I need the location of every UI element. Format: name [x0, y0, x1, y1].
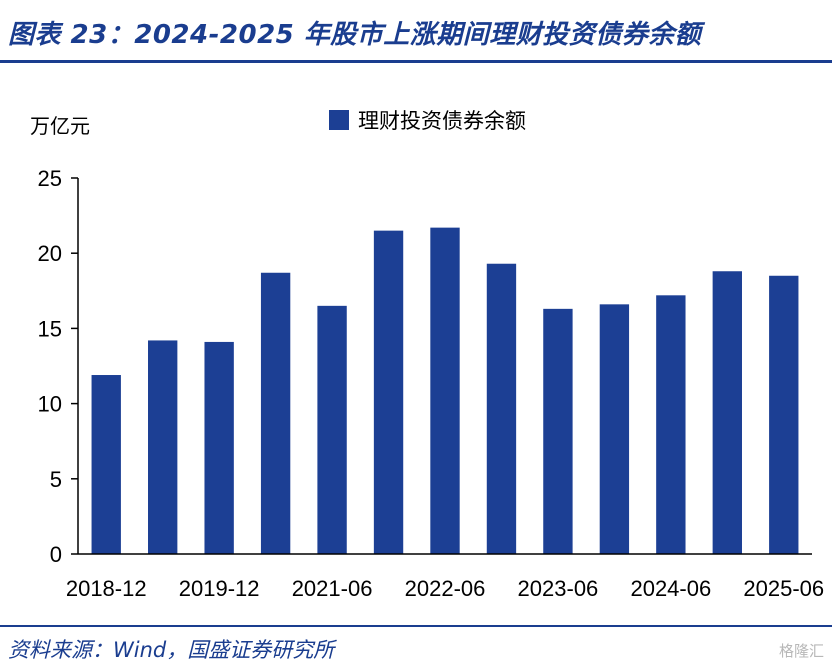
y-axis: 0 5 10 15 20 25: [38, 166, 79, 567]
y-axis-unit-label: 万亿元: [30, 114, 90, 138]
bar: [486, 263, 517, 554]
bar: [91, 375, 121, 554]
x-tick-label: 2024-06: [630, 576, 711, 601]
y-tick-label: 25: [38, 166, 62, 191]
bars: [91, 227, 799, 554]
source-note: 资料来源：Wind，国盛证券研究所: [8, 638, 335, 662]
title-bar: 图表 23：2024-2025 年股市上涨期间理财投资债券余额: [0, 0, 832, 64]
title-divider: [0, 60, 832, 63]
y-tick-label: 10: [38, 392, 62, 417]
x-tick-label: 2019-12: [179, 576, 260, 601]
bar: [430, 227, 460, 554]
bar: [148, 340, 178, 554]
bar: [373, 230, 404, 554]
x-axis: 2018-12 2019-12 2021-06 2022-06 2023-06 2024-…: [66, 553, 824, 601]
x-tick-label: 2025-06: [743, 576, 824, 601]
y-tick-label: 0: [50, 542, 62, 567]
y-tick-label: 20: [38, 241, 62, 266]
watermark: 格隆汇: [778, 642, 824, 660]
bar: [317, 305, 347, 554]
x-tick-label: 2022-06: [405, 576, 486, 601]
legend-swatch: [329, 110, 349, 130]
bar: [543, 308, 573, 554]
y-tick-label: 15: [38, 316, 62, 341]
bar: [656, 295, 686, 554]
bar: [204, 341, 234, 554]
page-title: 图表 23：2024-2025 年股市上涨期间理财投资债券余额: [8, 20, 702, 50]
legend-label: 理财投资债券余额: [358, 109, 526, 133]
x-tick-label: 2018-12: [66, 576, 147, 601]
bar: [769, 275, 799, 554]
bar: [712, 271, 742, 554]
x-tick-label: 2021-06: [292, 576, 373, 601]
bar: [260, 272, 291, 554]
bar: [599, 304, 630, 554]
source-divider: [0, 625, 832, 627]
y-tick-label: 5: [50, 467, 62, 492]
x-tick-label: 2023-06: [518, 576, 599, 601]
